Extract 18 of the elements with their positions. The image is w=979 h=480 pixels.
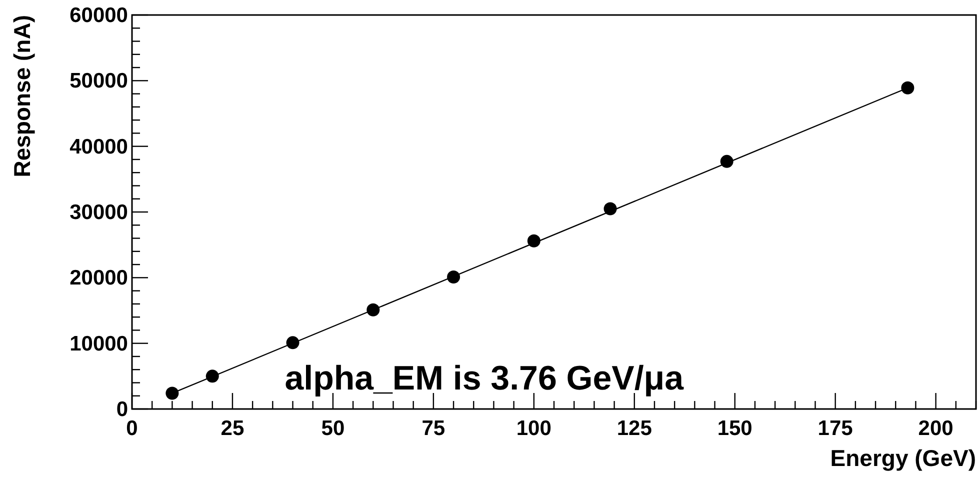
x-tick-label: 100 (516, 417, 552, 440)
y-tick-label: 40000 (70, 135, 128, 158)
x-tick-label: 50 (321, 417, 345, 440)
x-tick-label: 200 (918, 417, 954, 440)
y-tick-label: 50000 (70, 70, 128, 93)
y-tick-label: 0 (116, 398, 128, 421)
x-tick-label: 75 (422, 417, 446, 440)
y-tick-label: 60000 (70, 4, 128, 27)
x-tick-label: 150 (717, 417, 752, 440)
x-tick-label: 125 (616, 417, 652, 440)
annotation: alpha_EM is 3.76 GeV/μa (284, 359, 685, 398)
x-tick-label: 25 (220, 417, 244, 440)
y-tick-label: 10000 (70, 332, 128, 356)
y-axis-title: Response (nA) (9, 15, 35, 178)
x-tick-label: 175 (818, 417, 854, 440)
y-tick-label: 30000 (70, 201, 128, 224)
y-tick-label: 20000 (70, 266, 128, 290)
x-axis-title: Energy (GeV) (830, 445, 976, 471)
